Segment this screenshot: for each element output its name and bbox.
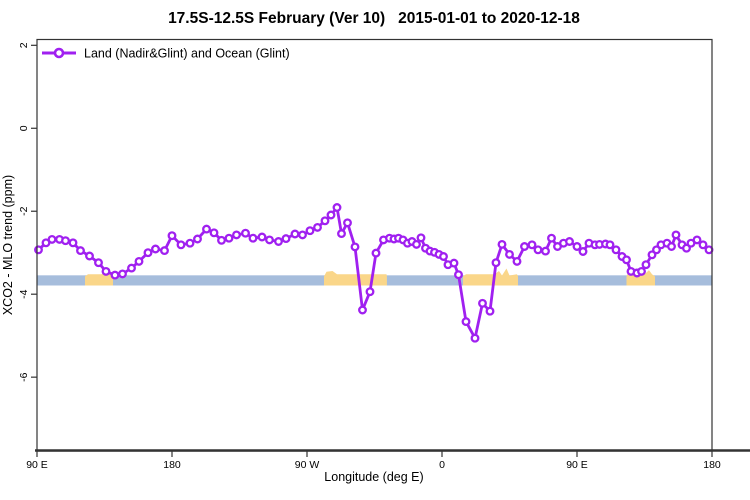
data-point-marker [185, 238, 195, 248]
y-tick-label: -4 [18, 289, 30, 298]
axes [31, 38, 750, 457]
data-point-marker [671, 230, 681, 240]
data-point-marker [449, 258, 459, 268]
data-point-marker [232, 230, 241, 240]
data-point-marker [478, 298, 487, 308]
y-tick-label: -6 [18, 372, 30, 381]
data-point-marker [202, 224, 211, 234]
data-point-marker [274, 237, 283, 246]
data-point-marker [365, 287, 375, 297]
x-tick-label: 180 [163, 459, 181, 471]
data-point-marker [101, 266, 111, 276]
data-point-marker [565, 237, 574, 246]
data-point-marker [350, 242, 360, 252]
data-point-marker [94, 258, 103, 268]
data-point-marker [224, 233, 234, 243]
data-point-marker [118, 269, 127, 279]
y-tick-label: 2 [18, 42, 30, 48]
x-tick-label: 90 W [295, 459, 320, 471]
data-point-marker [127, 263, 136, 273]
y-axis-label: XCO2 - MLO trend (ppm) [1, 175, 15, 315]
data-point-marker [622, 255, 631, 265]
chart-title: 17.5S-12.5S February (Ver 10) 2015-01-01… [168, 10, 580, 27]
x-axis-label: Longitude (deg E) [324, 470, 423, 484]
data-point-marker [151, 244, 160, 254]
data-point-marker [439, 252, 448, 261]
data-point-marker [485, 306, 495, 316]
data-point-marker [605, 240, 615, 250]
data-point-marker [68, 238, 78, 248]
data-point-marker [527, 240, 537, 250]
data-point-marker [667, 242, 676, 251]
data-point-marker [160, 246, 169, 256]
data-point-marker [217, 235, 226, 245]
land-patch [324, 271, 387, 286]
data-point-marker [416, 233, 426, 243]
data-point-marker [578, 247, 588, 256]
data-point-marker [176, 240, 186, 250]
data-point-marker [34, 245, 43, 255]
data-point-marker [358, 305, 367, 315]
data-point-marker [698, 240, 708, 250]
data-point-marker [265, 235, 274, 245]
x-tick-label: 90 E [26, 459, 48, 471]
x-tick-label: 180 [703, 459, 721, 471]
data-point-marker [290, 229, 300, 239]
data-point-marker [110, 270, 120, 280]
x-tick-label: 90 E [566, 459, 588, 471]
data-point-marker [461, 317, 471, 327]
data-point-marker [193, 234, 202, 244]
data-point-marker [412, 239, 421, 249]
data-point-marker [85, 251, 94, 261]
data-point-marker [470, 333, 480, 343]
data-point-marker [572, 242, 582, 251]
data-point-marker [305, 226, 315, 236]
x-tick-label: 0 [439, 459, 445, 471]
data-point-marker [541, 246, 550, 256]
data-point-marker [454, 270, 463, 280]
data-point-marker [497, 239, 507, 249]
series-line [37, 206, 710, 340]
data-point-marker [47, 234, 57, 244]
data-point-marker [491, 258, 501, 268]
data-point-marker [533, 245, 543, 255]
data-point-marker [248, 233, 258, 243]
data-point-marker [76, 246, 85, 256]
data-point-marker [343, 218, 352, 228]
data-point-marker [520, 242, 529, 251]
legend-label: Land (Nadir&Glint) and Ocean (Glint) [84, 47, 290, 61]
legend-marker-icon [53, 47, 65, 59]
data-point-marker [209, 228, 219, 238]
data-point-marker [332, 203, 342, 212]
legend: Land (Nadir&Glint) and Ocean (Glint) [42, 47, 290, 61]
data-point-marker [320, 216, 330, 226]
data-point-marker [313, 222, 322, 232]
data-point-marker [505, 249, 514, 259]
data-series-land-ocean [34, 203, 714, 343]
data-point-marker [257, 232, 267, 242]
data-point-marker [641, 260, 651, 270]
data-point-marker [547, 233, 556, 243]
y-tick-label: 0 [18, 125, 30, 131]
data-point-marker [298, 230, 307, 240]
data-point-marker [281, 234, 291, 244]
data-point-marker [512, 256, 522, 266]
data-point-marker [326, 210, 336, 220]
data-point-marker [61, 236, 70, 246]
tick-labels: 90 E 180 90 W 0 90 E 180 2 0 -2 -4 -6 [18, 42, 721, 471]
y-tick-label: -2 [18, 206, 30, 215]
data-point-marker [337, 229, 346, 239]
data-point-marker [241, 228, 250, 238]
data-point-marker [692, 235, 702, 245]
data-point-marker [371, 248, 381, 258]
data-point-marker [143, 248, 153, 258]
data-point-marker [637, 266, 646, 276]
data-point-marker [167, 231, 177, 241]
data-point-marker [134, 256, 144, 266]
data-point-marker [611, 245, 621, 255]
land-patch [463, 268, 518, 286]
data-point-marker [704, 245, 714, 255]
